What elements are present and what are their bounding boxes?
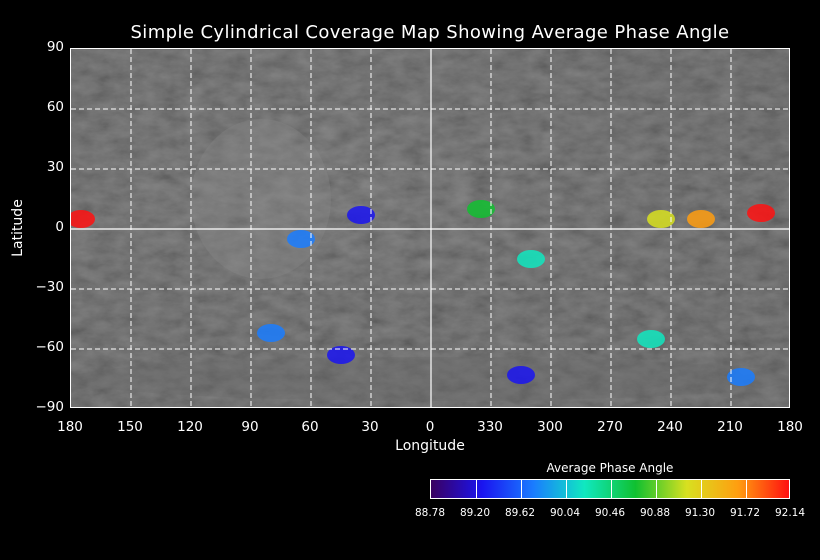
- longitude-tick-label: 330: [477, 419, 503, 435]
- colorbar-tick-label: 89.20: [459, 507, 491, 519]
- colorbar-tick: [745, 480, 747, 498]
- coverage-patch: [517, 250, 545, 268]
- coverage-patch: [347, 206, 375, 224]
- colorbar-tick-label: 89.62: [504, 507, 536, 519]
- latitude-tick-label: 60: [46, 99, 64, 115]
- colorbar-tick-label: 90.46: [594, 507, 626, 519]
- longitude-tick-label: 60: [301, 419, 319, 435]
- colorbar-tick: [655, 480, 657, 498]
- latitude-tick-label: −60: [35, 339, 65, 355]
- coverage-patch: [327, 346, 355, 364]
- coverage-patch: [747, 204, 775, 222]
- coverage-patch: [727, 368, 755, 386]
- coverage-patch: [637, 330, 665, 348]
- longitude-tick-label: 300: [537, 419, 563, 435]
- colorbar-tick-label: 90.04: [549, 507, 581, 519]
- longitude-tick-label: 180: [57, 419, 83, 435]
- coverage-patches: [71, 200, 775, 386]
- longitude-tick-label: 240: [657, 419, 683, 435]
- colorbar-tick-label: 92.14: [774, 507, 806, 519]
- longitude-tick-label: 90: [241, 419, 259, 435]
- latitude-tick-label: 0: [55, 219, 64, 235]
- coverage-patch: [647, 210, 675, 228]
- latitude-tick-label: −90: [35, 399, 65, 415]
- colorbar-tick: [475, 480, 477, 498]
- longitude-tick-label: 210: [717, 419, 743, 435]
- latitude-tick-label: 90: [46, 39, 64, 55]
- coverage-patch: [71, 210, 95, 228]
- colorbar-tick-label: 88.78: [414, 507, 446, 519]
- colorbar-tick-label: 91.30: [684, 507, 716, 519]
- longitude-tick-label: 270: [597, 419, 623, 435]
- coverage-patch: [287, 230, 315, 248]
- colorbar-tick: [520, 480, 522, 498]
- longitude-tick-label: 30: [361, 419, 379, 435]
- bright-region: [191, 119, 331, 279]
- map-plot: [71, 49, 789, 407]
- colorbar-tick: [700, 480, 702, 498]
- y-axis-title: Latitude: [10, 199, 26, 257]
- colorbar-tick-label: 90.88: [639, 507, 671, 519]
- coverage-patch: [687, 210, 715, 228]
- colorbar-title: Average Phase Angle: [546, 461, 674, 475]
- longitude-tick-label: 180: [777, 419, 803, 435]
- coverage-patch: [507, 366, 535, 384]
- longitude-tick-label: 0: [425, 419, 435, 435]
- colorbar-tick: [565, 480, 567, 498]
- latitude-tick-label: 30: [46, 159, 64, 175]
- coverage-patch: [257, 324, 285, 342]
- coverage-map: [70, 48, 790, 408]
- map-grid: [71, 49, 789, 407]
- colorbar-tick-label: 91.72: [729, 507, 761, 519]
- longitude-tick-label: 150: [117, 419, 143, 435]
- map-title: Simple Cylindrical Coverage Map Showing …: [130, 22, 730, 43]
- coverage-patch: [467, 200, 495, 218]
- colorbar: [430, 479, 790, 499]
- x-axis-title: Longitude: [395, 438, 465, 454]
- colorbar-tick: [610, 480, 612, 498]
- longitude-tick-label: 120: [177, 419, 203, 435]
- latitude-tick-label: −30: [35, 279, 65, 295]
